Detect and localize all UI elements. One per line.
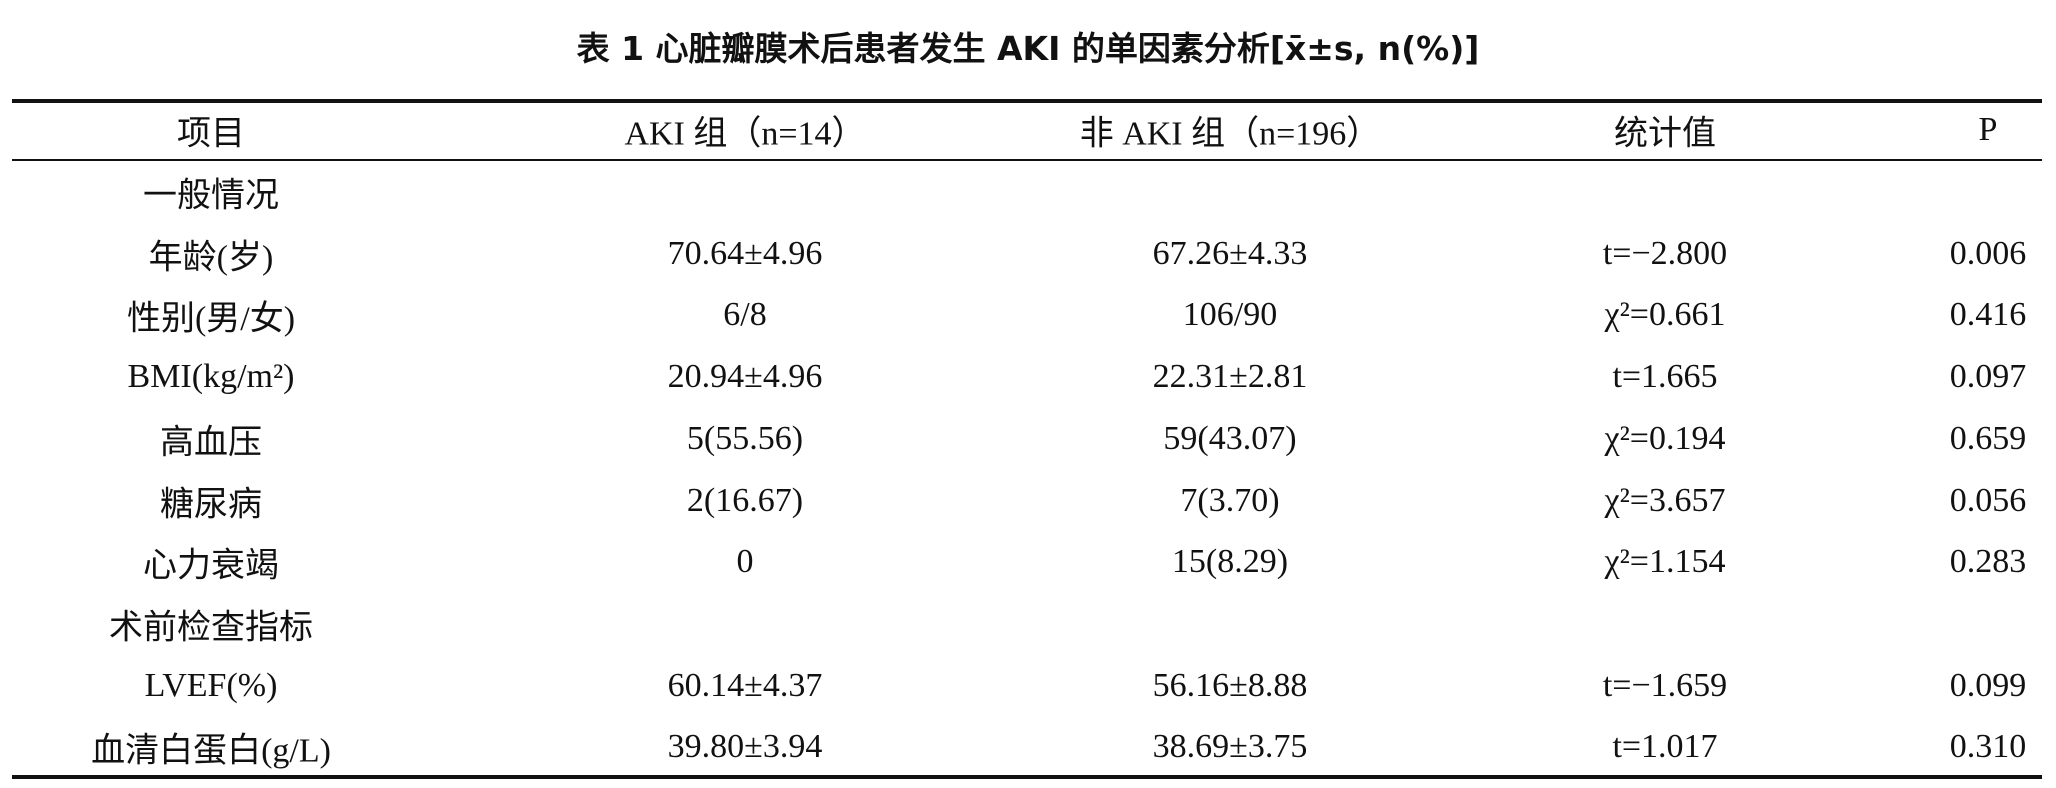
- section-label: 一般情况: [143, 177, 279, 215]
- table-cell: 0.097: [1949, 358, 2027, 396]
- table-cell: χ²=0.194: [1604, 419, 1726, 457]
- table-cell: 0.006: [1949, 234, 2027, 272]
- table-cell: 70.64±4.96: [667, 234, 823, 272]
- table-cell: χ²=1.154: [1604, 543, 1726, 581]
- header-cell: 统计值: [1614, 115, 1716, 153]
- table-cell: t=1.665: [1612, 358, 1718, 396]
- table-cell: 7(3.70): [1180, 481, 1280, 519]
- table-cell: 0: [736, 543, 754, 581]
- table-cell: 106/90: [1182, 296, 1278, 334]
- table-cell: 59(43.07): [1163, 419, 1297, 457]
- table-cell: 0.310: [1949, 728, 2027, 766]
- table-title: 表 1 心脏瓣膜术后患者发生 AKI 的单因素分析[x̄±s, n(%)]: [576, 29, 1480, 68]
- table-cell: 0.416: [1949, 296, 2027, 334]
- table-cell: 56.16±8.88: [1152, 666, 1308, 704]
- table-cell: 67.26±4.33: [1152, 234, 1308, 272]
- table-cell: t=−2.800: [1602, 234, 1728, 272]
- table-cell: 糖尿病: [160, 486, 262, 523]
- header-rule: [12, 159, 2042, 161]
- header-cell: 非 AKI 组（n=196）: [1079, 115, 1381, 153]
- bottom-rule: [12, 775, 2042, 779]
- header-cell: 项目: [177, 115, 245, 153]
- table-cell: 38.69±3.75: [1152, 728, 1308, 766]
- table-cell: 5(55.56): [686, 419, 804, 457]
- table-cell: 39.80±3.94: [667, 728, 823, 766]
- table-cell: BMI(kg/m²): [127, 358, 295, 396]
- table-cell: 高血压: [160, 424, 262, 462]
- table-cell: 年龄(岁): [148, 239, 274, 277]
- header-cell: P: [1978, 111, 1998, 148]
- table-cell: χ²=3.657: [1604, 481, 1726, 519]
- table-cell: 6/8: [723, 296, 767, 334]
- table-cell: 2(16.67): [686, 481, 804, 519]
- table-cell: 0.056: [1949, 481, 2027, 519]
- table-cell: 0.099: [1949, 666, 2027, 704]
- table-cell: χ²=0.661: [1604, 296, 1726, 334]
- table-cell: LVEF(%): [144, 666, 278, 704]
- table-cell: 15(8.29): [1171, 543, 1289, 581]
- header-cell: AKI 组（n=14）: [624, 115, 866, 153]
- table-cell: 0.659: [1949, 419, 2027, 457]
- table-cell: 心力衰竭: [143, 547, 279, 585]
- section-label: 术前检查指标: [109, 609, 313, 647]
- top-rule: [12, 99, 2042, 103]
- table-cell: 22.31±2.81: [1152, 358, 1308, 396]
- table-cell: 20.94±4.96: [667, 358, 823, 396]
- table-cell: 60.14±4.37: [667, 666, 823, 704]
- table-cell: t=1.017: [1612, 728, 1718, 766]
- table-cell: t=−1.659: [1602, 666, 1728, 704]
- table-cell: 血清白蛋白(g/L): [91, 732, 331, 770]
- table-cell: 0.283: [1949, 543, 2027, 581]
- table-cell: 性别(男/女): [126, 300, 296, 338]
